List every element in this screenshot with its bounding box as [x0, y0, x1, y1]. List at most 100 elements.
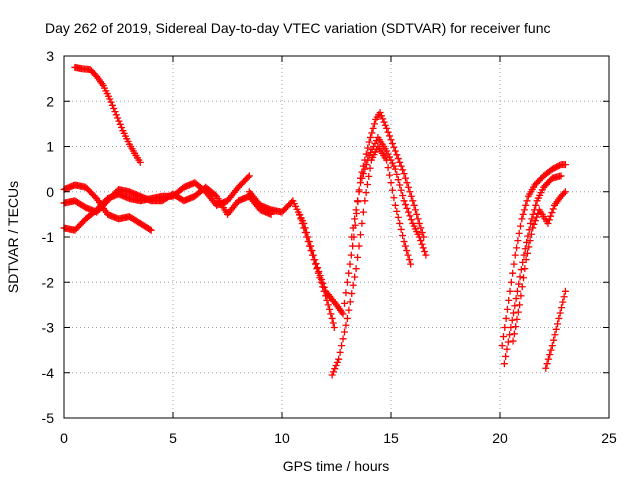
data-point — [561, 287, 569, 295]
data-point — [339, 335, 347, 343]
data-point — [499, 333, 507, 341]
data-point — [332, 362, 340, 370]
data-point — [358, 174, 366, 182]
y-tick-label: 1 — [46, 139, 54, 155]
data-point — [513, 244, 521, 252]
data-point — [546, 351, 554, 359]
data-point — [542, 364, 550, 372]
data-point — [522, 256, 530, 264]
data-point — [400, 170, 408, 178]
data-point — [552, 325, 560, 333]
data-point — [526, 237, 534, 245]
data-point — [417, 237, 425, 245]
x-axis-label: GPS time / hours — [283, 458, 390, 474]
data-point — [380, 118, 388, 126]
data-point — [329, 319, 337, 327]
chart-title: Day 262 of 2019, Sidereal Day-to-day VTE… — [45, 20, 551, 36]
data-point — [510, 330, 518, 338]
data-point — [545, 216, 553, 224]
data-point — [355, 188, 363, 196]
data-point — [364, 144, 372, 152]
data-point — [384, 164, 392, 172]
data-point — [560, 293, 568, 301]
data-point — [523, 197, 531, 205]
y-tick-label: -5 — [42, 410, 55, 426]
data-point — [309, 251, 317, 259]
data-point — [328, 314, 336, 322]
data-point — [414, 215, 422, 223]
data-point — [411, 206, 419, 214]
data-point — [335, 355, 343, 363]
data-point — [518, 215, 526, 223]
data-point — [362, 161, 370, 169]
data-point — [391, 201, 399, 209]
data-point — [384, 128, 392, 136]
data-point — [307, 247, 315, 255]
data-point — [406, 188, 414, 196]
y-tick-label: -3 — [42, 320, 55, 336]
data-point — [500, 360, 508, 368]
data-point — [399, 192, 407, 200]
data-point — [396, 181, 404, 189]
data-point — [501, 324, 509, 331]
data-point — [367, 133, 375, 141]
data-point — [354, 253, 362, 261]
data-point — [401, 242, 409, 250]
data-point — [559, 298, 567, 306]
data-point — [512, 323, 520, 331]
data-point — [295, 210, 303, 218]
data-point — [518, 283, 526, 291]
data-point — [402, 174, 410, 182]
data-point — [513, 315, 521, 323]
data-point — [517, 292, 525, 300]
data-point — [512, 295, 520, 303]
x-tick-label: 15 — [383, 430, 399, 446]
data-point — [515, 229, 523, 237]
y-tick-label: 2 — [46, 93, 54, 109]
data-point — [413, 210, 421, 218]
series-pass-1 — [71, 63, 144, 166]
data-point — [506, 287, 514, 295]
data-point — [419, 244, 427, 252]
y-tick-label: -1 — [42, 229, 55, 245]
data-point — [507, 324, 515, 331]
data-point — [320, 287, 328, 295]
data-point — [352, 265, 360, 273]
data-point — [560, 189, 568, 197]
data-point — [359, 208, 367, 216]
data-point — [402, 201, 410, 209]
data-point — [326, 305, 334, 313]
data-point — [314, 269, 322, 277]
data-point — [147, 226, 155, 234]
data-point — [339, 310, 347, 318]
data-point — [342, 289, 350, 297]
data-point — [146, 225, 154, 233]
data-point — [418, 228, 426, 236]
data-point — [550, 336, 558, 344]
data-point — [368, 146, 376, 154]
data-point — [340, 328, 348, 336]
data-point — [338, 342, 346, 350]
data-point — [511, 251, 519, 259]
data-point — [415, 219, 423, 227]
x-tick-label: 25 — [601, 430, 617, 446]
data-point — [313, 265, 321, 273]
data-point — [367, 149, 375, 157]
data-point — [368, 129, 376, 137]
data-point — [304, 238, 312, 246]
data-point — [316, 274, 324, 282]
data-point — [394, 155, 402, 163]
data-point — [351, 215, 359, 223]
data-point — [323, 296, 331, 304]
data-point — [519, 210, 527, 218]
data-point — [406, 212, 414, 220]
data-point — [349, 281, 357, 289]
data-point — [388, 159, 396, 167]
data-point — [361, 197, 369, 205]
data-point — [386, 153, 394, 161]
data-point — [549, 205, 557, 213]
data-point — [336, 348, 344, 356]
data-point — [520, 206, 528, 214]
data-point — [514, 308, 522, 316]
data-point — [399, 231, 407, 239]
